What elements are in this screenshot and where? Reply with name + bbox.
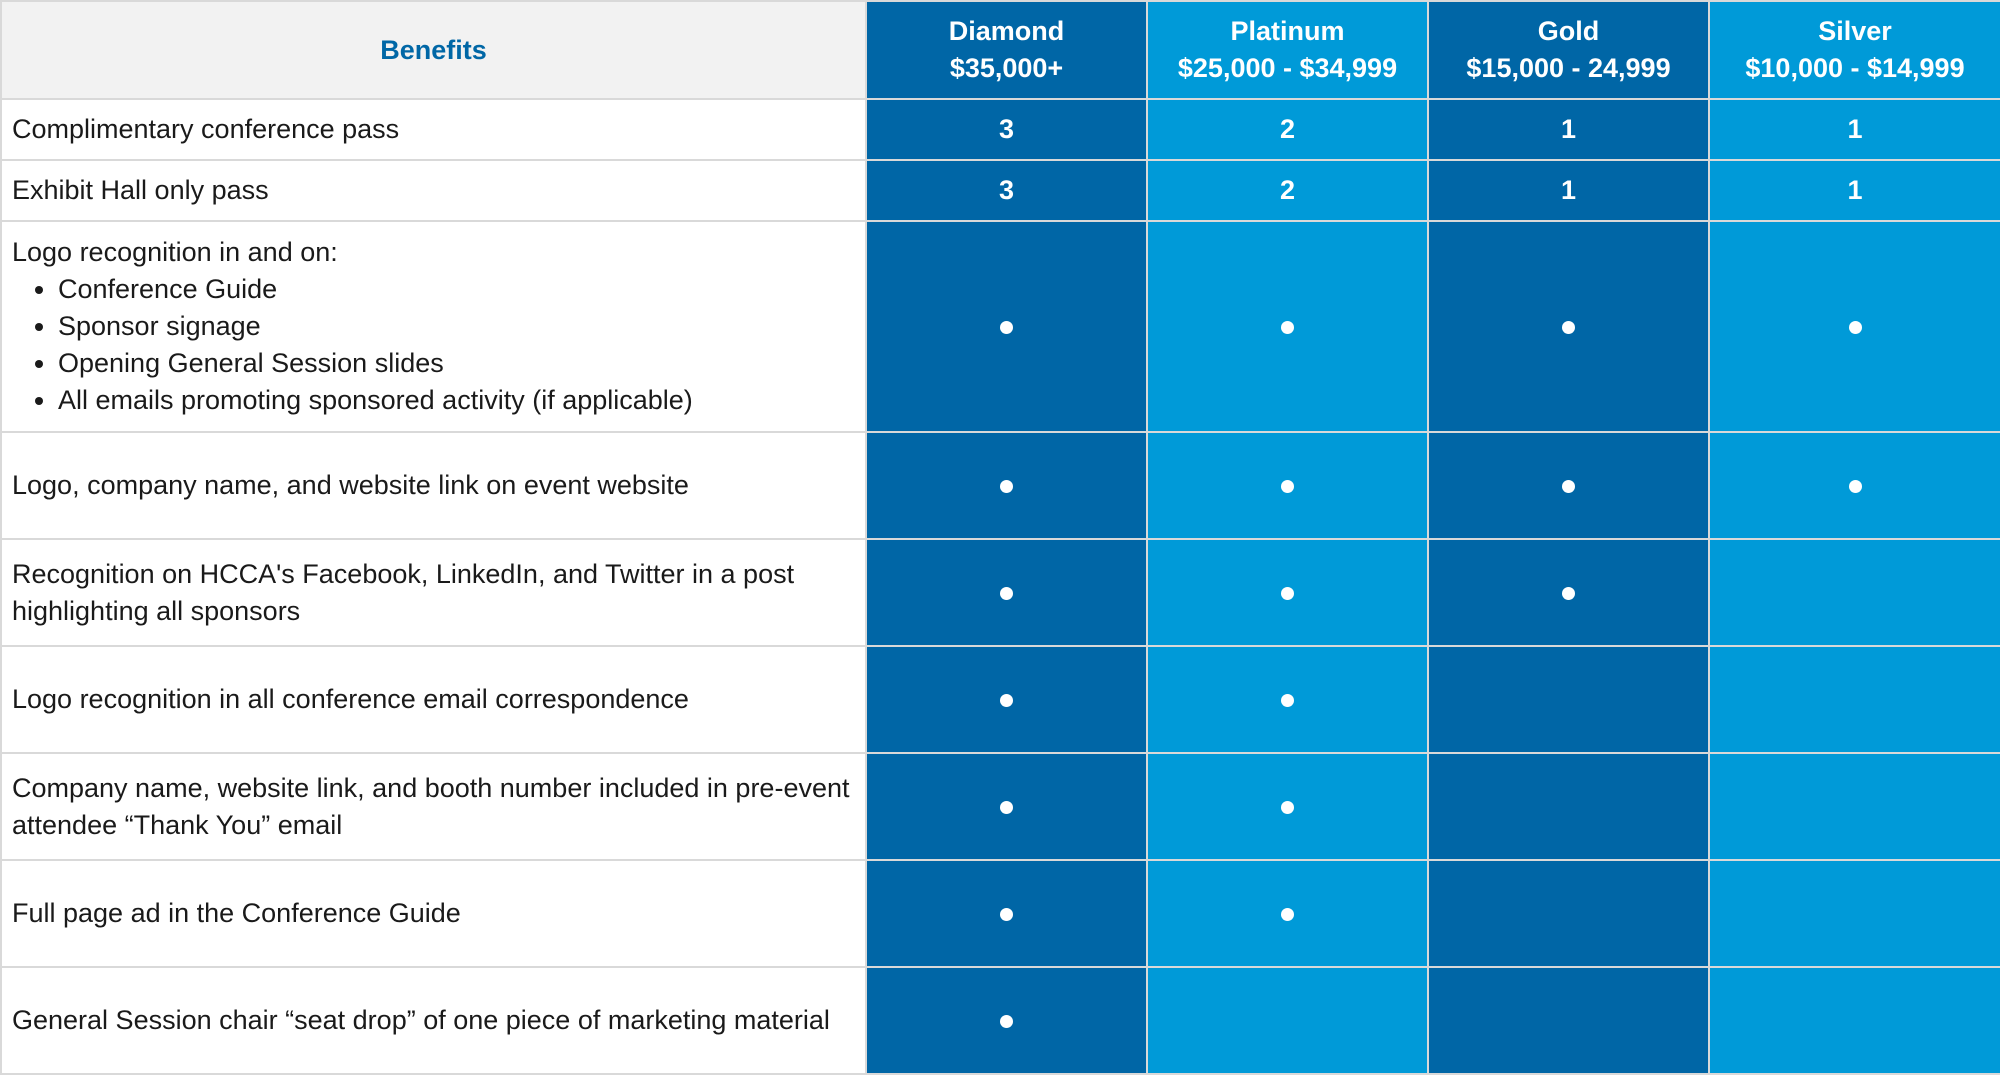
value-cell-diamond bbox=[865, 752, 1148, 861]
value-cell-gold bbox=[1427, 431, 1710, 540]
tier-price: $25,000 - $34,999 bbox=[1177, 53, 1398, 83]
included-dot-icon bbox=[1000, 908, 1013, 922]
included-dot-icon bbox=[1281, 908, 1294, 922]
table-row: Complimentary conference pass 3 2 1 1 bbox=[0, 98, 2000, 161]
value-cell-gold bbox=[1427, 538, 1710, 647]
tier-name: Gold bbox=[1537, 16, 1600, 46]
value-cell-gold bbox=[1427, 859, 1710, 968]
included-dot-icon bbox=[1000, 801, 1013, 815]
value-cell-platinum: 2 bbox=[1146, 159, 1429, 222]
value-cell-platinum bbox=[1146, 859, 1429, 968]
value-cell-silver bbox=[1708, 859, 2000, 968]
included-dot-icon bbox=[1281, 321, 1294, 335]
included-dot-icon bbox=[1848, 321, 1862, 335]
value-cell-diamond: 3 bbox=[865, 159, 1148, 222]
tier-header-platinum: Platinum $25,000 - $34,999 bbox=[1146, 0, 1429, 100]
value-cell-diamond bbox=[865, 859, 1148, 968]
benefit-cell: Full page ad in the Conference Guide bbox=[0, 859, 867, 968]
included-dot-icon bbox=[1562, 480, 1575, 494]
value-cell-diamond bbox=[865, 538, 1148, 647]
table-row: Logo recognition in and on: Conference G… bbox=[0, 220, 2000, 433]
table-row: Logo, company name, and website link on … bbox=[0, 431, 2000, 540]
value-cell-platinum bbox=[1146, 538, 1429, 647]
benefit-cell: Logo recognition in all conference email… bbox=[0, 645, 867, 754]
included-dot-icon bbox=[1000, 1015, 1013, 1029]
value-cell-platinum bbox=[1146, 966, 1429, 1075]
value-cell-diamond bbox=[865, 220, 1148, 433]
value-cell-diamond bbox=[865, 645, 1148, 754]
value-cell-silver bbox=[1708, 966, 2000, 1075]
included-dot-icon bbox=[1281, 587, 1294, 601]
value-cell-gold: 1 bbox=[1427, 98, 1710, 161]
benefits-column-header: Benefits bbox=[0, 0, 867, 100]
included-dot-icon bbox=[1000, 587, 1013, 601]
value-cell-diamond: 3 bbox=[865, 98, 1148, 161]
tier-name: Silver bbox=[1818, 16, 1892, 46]
value-cell-diamond bbox=[865, 431, 1148, 540]
list-item: Opening General Session slides bbox=[58, 345, 855, 382]
value-cell-gold: 1 bbox=[1427, 159, 1710, 222]
value-cell-silver bbox=[1708, 431, 2000, 540]
table-row: Company name, website link, and booth nu… bbox=[0, 752, 2000, 861]
benefit-text: Logo recognition in and on: bbox=[12, 237, 338, 267]
benefit-cell: Exhibit Hall only pass bbox=[0, 159, 867, 222]
value-cell-platinum: 2 bbox=[1146, 98, 1429, 161]
table-header-row: Benefits Diamond $35,000+ Platinum $25,0… bbox=[0, 0, 2000, 100]
value-cell-gold bbox=[1427, 752, 1710, 861]
tier-price: $10,000 - $14,999 bbox=[1745, 53, 1965, 83]
value-cell-platinum bbox=[1146, 431, 1429, 540]
value-cell-silver bbox=[1708, 538, 2000, 647]
tier-price: $35,000+ bbox=[949, 53, 1064, 83]
value-cell-silver bbox=[1708, 752, 2000, 861]
table-row: Recognition on HCCA's Facebook, LinkedIn… bbox=[0, 538, 2000, 647]
benefit-cell: General Session chair “seat drop” of one… bbox=[0, 966, 867, 1075]
included-dot-icon bbox=[1000, 694, 1013, 708]
value-cell-silver bbox=[1708, 220, 2000, 433]
included-dot-icon bbox=[1000, 480, 1013, 494]
included-dot-icon bbox=[1000, 321, 1013, 335]
value-cell-gold bbox=[1427, 645, 1710, 754]
included-dot-icon bbox=[1562, 587, 1575, 601]
value-cell-platinum bbox=[1146, 220, 1429, 433]
included-dot-icon bbox=[1848, 480, 1862, 494]
benefit-bullet-list: Conference Guide Sponsor signage Opening… bbox=[12, 271, 855, 419]
benefit-cell: Recognition on HCCA's Facebook, LinkedIn… bbox=[0, 538, 867, 647]
value-cell-platinum bbox=[1146, 752, 1429, 861]
list-item: All emails promoting sponsored activity … bbox=[58, 382, 855, 419]
included-dot-icon bbox=[1281, 480, 1294, 494]
table-row: General Session chair “seat drop” of one… bbox=[0, 966, 2000, 1075]
tier-price: $15,000 - 24,999 bbox=[1466, 53, 1671, 83]
included-dot-icon bbox=[1281, 694, 1294, 708]
included-dot-icon bbox=[1562, 321, 1575, 335]
value-cell-silver: 1 bbox=[1708, 98, 2000, 161]
benefit-cell: Complimentary conference pass bbox=[0, 98, 867, 161]
tier-header-gold: Gold $15,000 - 24,999 bbox=[1427, 0, 1710, 100]
list-item: Conference Guide bbox=[58, 271, 855, 308]
tier-name: Platinum bbox=[1230, 16, 1345, 46]
value-cell-platinum bbox=[1146, 645, 1429, 754]
included-dot-icon bbox=[1281, 801, 1294, 815]
value-cell-silver: 1 bbox=[1708, 159, 2000, 222]
value-cell-gold bbox=[1427, 220, 1710, 433]
benefit-cell: Company name, website link, and booth nu… bbox=[0, 752, 867, 861]
benefit-cell: Logo recognition in and on: Conference G… bbox=[0, 220, 867, 433]
tier-header-silver: Silver $10,000 - $14,999 bbox=[1708, 0, 2000, 100]
value-cell-silver bbox=[1708, 645, 2000, 754]
table-row: Full page ad in the Conference Guide bbox=[0, 859, 2000, 968]
list-item: Sponsor signage bbox=[58, 308, 855, 345]
tier-name: Diamond bbox=[948, 16, 1065, 46]
table-row: Logo recognition in all conference email… bbox=[0, 645, 2000, 754]
value-cell-gold bbox=[1427, 966, 1710, 1075]
table-row: Exhibit Hall only pass 3 2 1 1 bbox=[0, 159, 2000, 222]
value-cell-diamond bbox=[865, 966, 1148, 1075]
benefit-cell: Logo, company name, and website link on … bbox=[0, 431, 867, 540]
tier-header-diamond: Diamond $35,000+ bbox=[865, 0, 1148, 100]
